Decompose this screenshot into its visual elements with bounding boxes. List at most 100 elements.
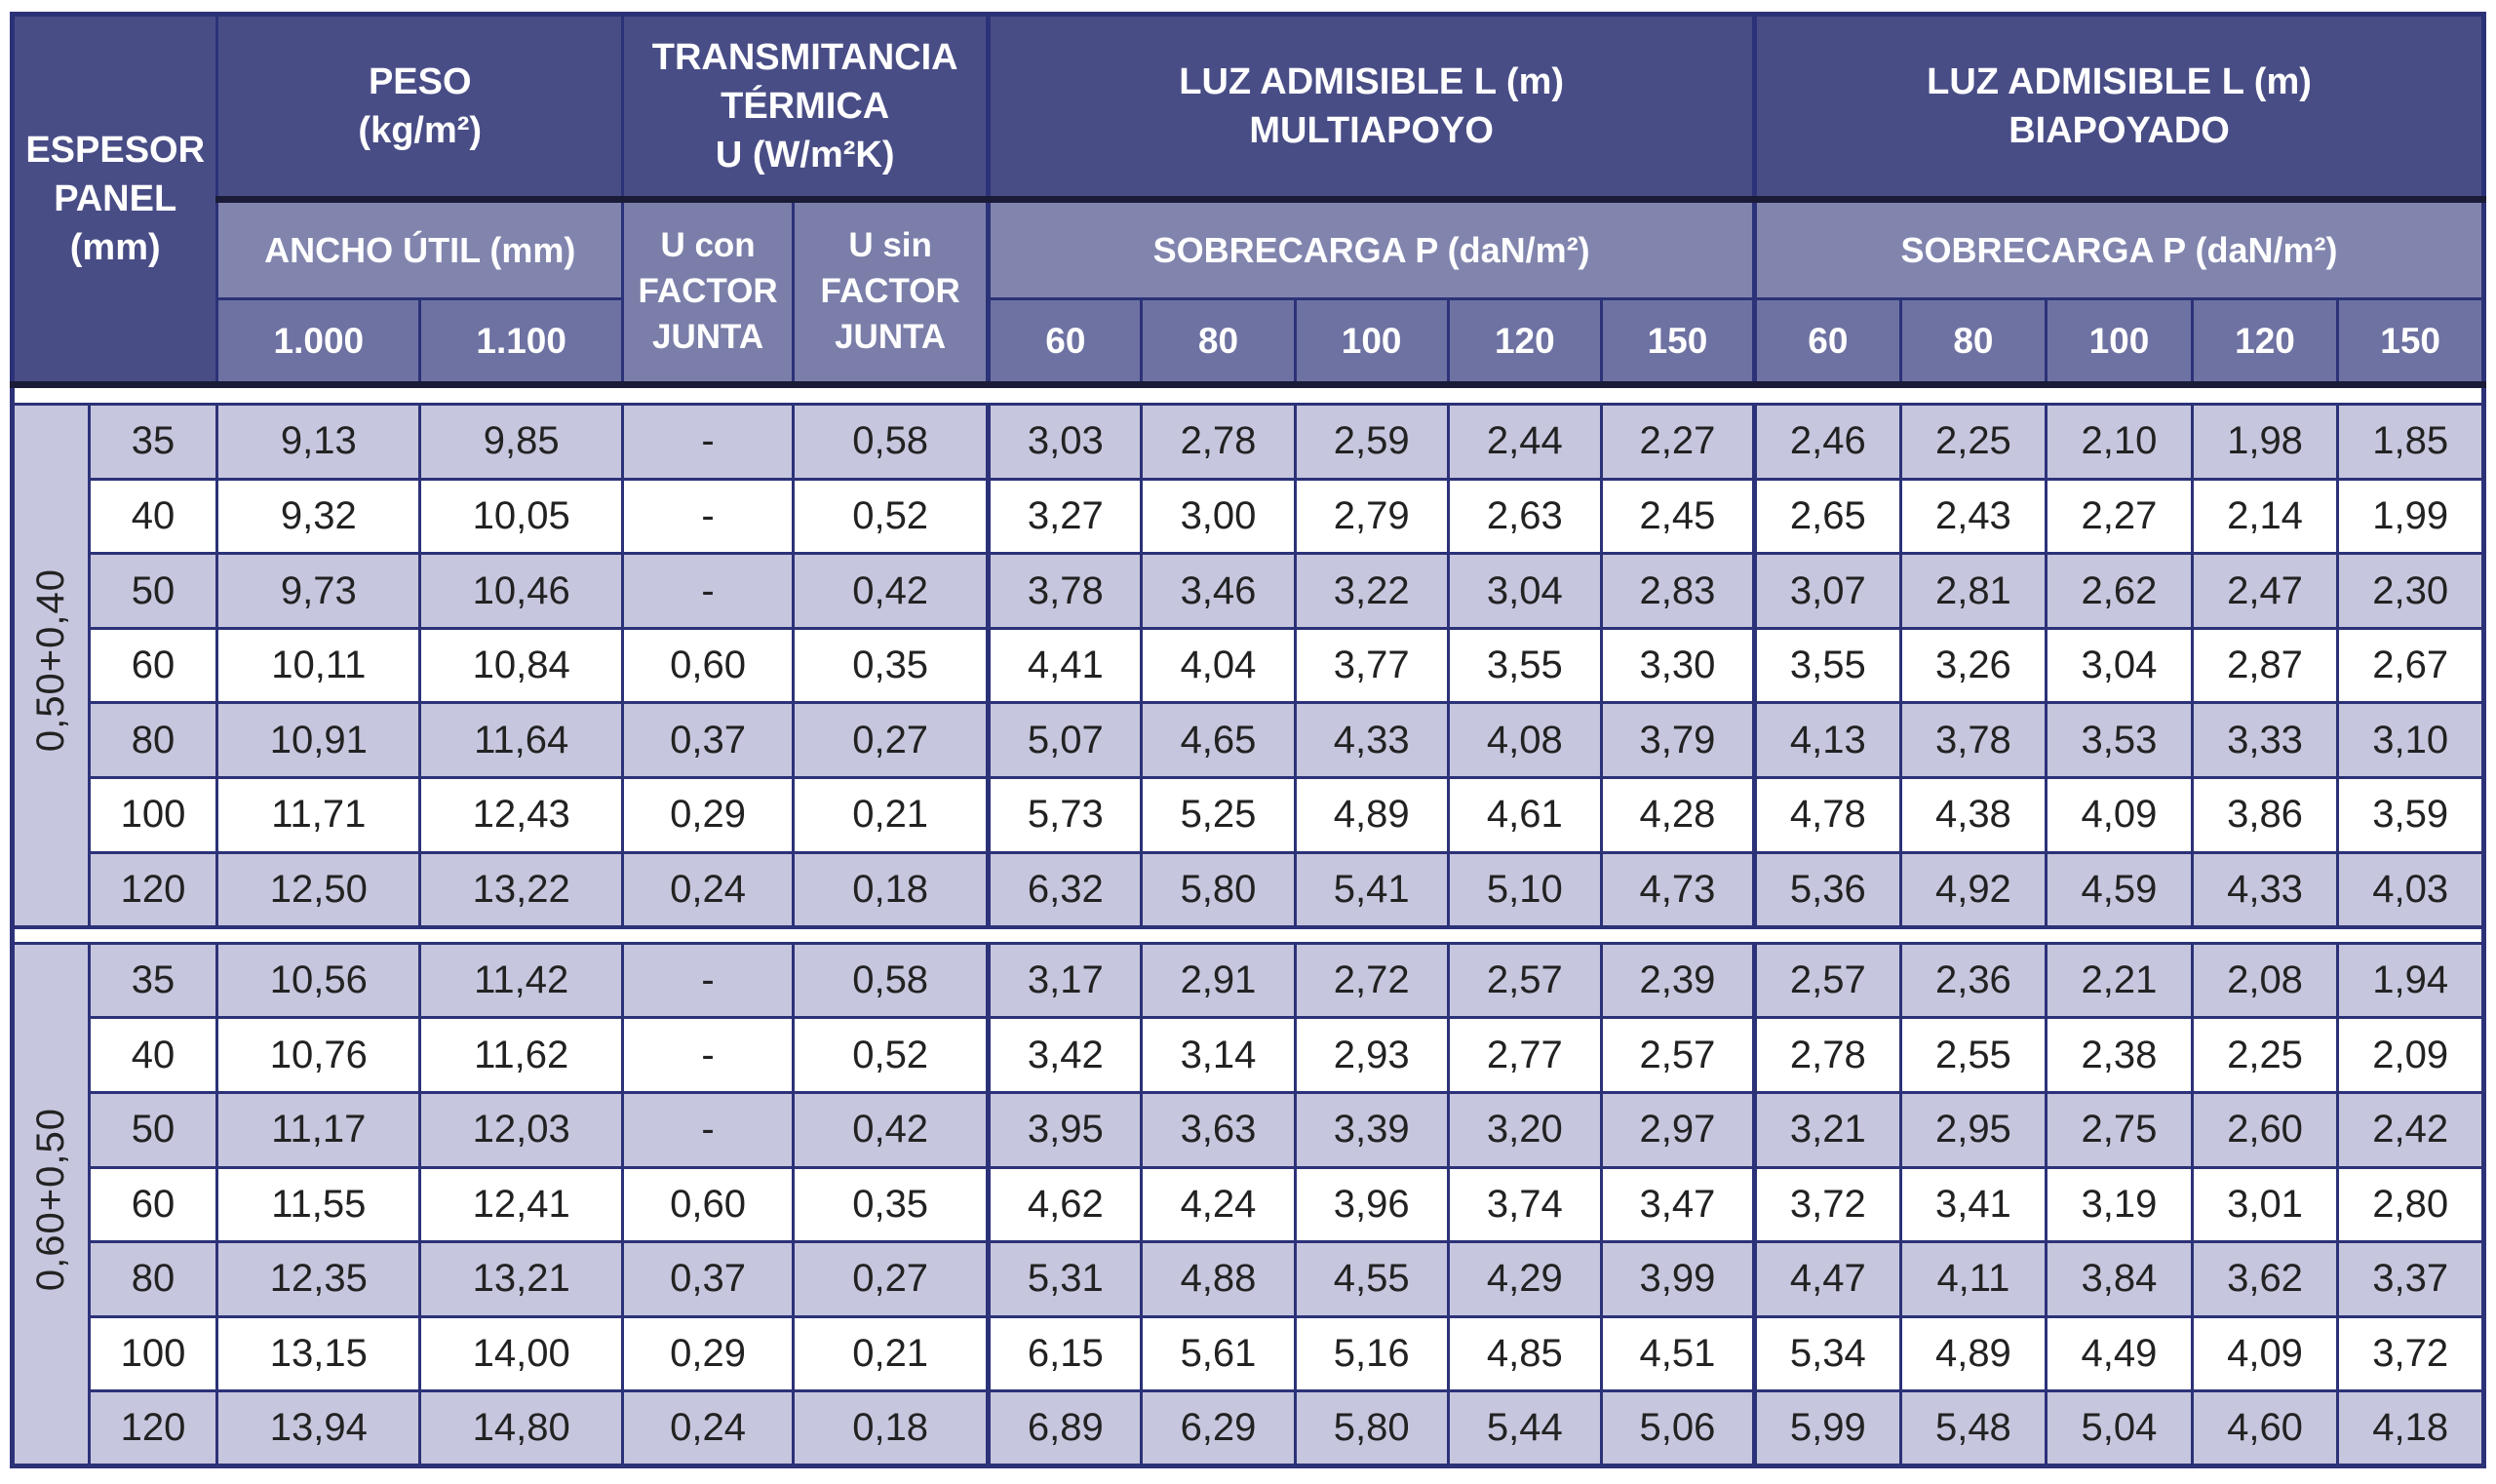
u-con-cell: - [621,1016,796,1094]
bia-120-cell: 4,09 [2190,1314,2340,1393]
peso-1000-cell: 10,76 [215,1016,422,1094]
multi-150-cell: 3,30 [1599,626,1757,705]
bia-150-cell: 3,72 [2336,1314,2485,1393]
multi-120-cell: 3,74 [1446,1165,1603,1244]
col-header-multi-80: 80 [1140,297,1297,386]
peso-1000-cell: 9,13 [215,403,422,481]
bia-120-cell: 3,01 [2190,1165,2340,1244]
header-luz-multiapoyo: LUZ ADMISIBLE L (m) MULTIAPOYO [986,13,1757,203]
bia-150-cell: 2,67 [2336,626,2485,705]
multi-60-cell: 4,62 [986,1165,1144,1244]
bia-60-cell: 4,13 [1752,701,1902,780]
multi-100-cell: 4,55 [1293,1240,1450,1318]
espesor-value-cell: 100 [87,1314,219,1393]
espesor-value-cell: 50 [87,1090,219,1169]
multi-100-cell: 5,41 [1293,850,1450,929]
espesor-value-cell: 60 [87,626,219,705]
multi-100-cell: 3,22 [1293,552,1450,630]
u-con-cell: - [621,552,796,630]
peso-1000-cell: 10,91 [215,701,422,780]
bia-120-cell: 2,25 [2190,1016,2340,1094]
header-transmitancia: TRANSMITANCIA TÉRMICA U (W/m²K) [621,13,991,203]
u-con-cell: 0,37 [621,1240,796,1318]
group-label-text: 0,60+0,50 [28,1107,72,1291]
peso-1100-cell: 12,03 [418,1090,625,1169]
table-row: 50 11,17 12,03-0,42 3,95 3,63 3,39 3,20 2,97 3,2… [13,1090,2485,1169]
col-header-bia-100: 100 [2045,297,2194,386]
multi-120-cell: 3,55 [1446,626,1603,705]
u-con-cell: 0,24 [621,1389,796,1467]
bia-80-cell: 4,92 [1898,850,2048,929]
bia-80-cell: 2,36 [1898,941,2048,1020]
multi-120-cell: 4,08 [1446,701,1603,780]
u-con-cell: - [621,477,796,556]
bia-100-cell: 5,04 [2045,1389,2194,1467]
peso-1000-cell: 11,55 [215,1165,422,1244]
peso-1100-cell: 11,62 [418,1016,625,1094]
multi-80-cell: 3,14 [1140,1016,1297,1094]
col-header-bia-60: 60 [1752,297,1902,386]
multi-150-cell: 2,39 [1599,941,1757,1020]
spec-table-wrapper: ESPESOR PANEL (mm) PESO (kg/m²) TRANSMIT… [10,12,2486,1468]
bia-120-cell: 2,47 [2190,552,2340,630]
multi-120-cell: 3,20 [1446,1090,1603,1169]
table-row: 60 11,55 12,41 0,60 0,35 4,62 4,24 3,96 3,74 3,47… [13,1165,2485,1244]
multi-150-cell: 4,51 [1599,1314,1757,1393]
bia-100-cell: 4,49 [2045,1314,2194,1393]
espesor-value-cell: 35 [87,941,219,1020]
peso-1100-cell: 10,46 [418,552,625,630]
bia-150-cell: 4,18 [2336,1389,2485,1467]
header-peso: PESO (kg/m²) [215,13,625,203]
u-sin-cell: 0,18 [792,850,991,929]
bia-150-cell: 2,42 [2336,1090,2485,1169]
multi-100-cell: 3,96 [1293,1165,1450,1244]
peso-1000-cell: 13,94 [215,1389,422,1467]
multi-150-cell: 2,45 [1599,477,1757,556]
header-body-separator [12,380,2484,407]
bia-120-cell: 4,33 [2190,850,2340,929]
multi-60-cell: 4,41 [986,626,1144,705]
multi-60-cell: 3,17 [986,941,1144,1020]
multi-120-cell: 4,85 [1446,1314,1603,1393]
bia-150-cell: 2,09 [2336,1016,2485,1094]
multi-60-cell: 6,15 [986,1314,1144,1393]
table-row: 120 13,94 14,80 0,24 0,18 6,89 6,29 5,80 5,44 5,0… [13,1389,2485,1467]
table-header: ESPESOR PANEL (mm) PESO (kg/m²) TRANSMIT… [10,13,2485,388]
bia-100-cell: 2,38 [2045,1016,2194,1094]
bia-100-cell: 4,59 [2045,850,2194,929]
bia-60-cell: 5,36 [1752,850,1902,929]
u-con-cell: - [621,403,796,481]
bia-120-cell: 3,33 [2190,701,2340,780]
bia-150-cell: 1,85 [2336,403,2485,481]
espesor-value-cell: 120 [87,1389,219,1467]
header-u-sin-factor-junta: U sin FACTOR JUNTA [792,198,991,386]
bia-80-cell: 3,78 [1898,701,2048,780]
bia-100-cell: 2,62 [2045,552,2194,630]
multi-80-cell: 2,78 [1140,403,1297,481]
multi-80-cell: 3,46 [1140,552,1297,630]
peso-1100-cell: 11,64 [418,701,625,780]
multi-120-cell: 4,29 [1446,1240,1603,1318]
bia-60-cell: 2,65 [1752,477,1902,556]
espesor-value-cell: 100 [87,776,219,854]
col-header-bia-150: 150 [2336,297,2485,386]
multi-60-cell: 6,89 [986,1389,1144,1467]
peso-1000-cell: 12,35 [215,1240,422,1318]
peso-1100-cell: 12,41 [418,1165,625,1244]
peso-1000-cell: 10,56 [215,941,422,1020]
multi-60-cell: 6,32 [986,850,1144,929]
multi-150-cell: 2,83 [1599,552,1757,630]
table-row: 50 9,73 10,46-0,42 3,78 3,46 3,22 3,04 2,83 3,07… [13,552,2485,630]
u-sin-cell: 0,58 [792,941,991,1020]
peso-1100-cell: 14,80 [418,1389,625,1467]
u-sin-cell: 0,42 [792,1090,991,1169]
bia-60-cell: 4,78 [1752,776,1902,854]
table-row: 40 9,32 10,05-0,52 3,27 3,00 2,79 2,63 2,45 2,65… [13,477,2485,556]
header-ancho-util: ANCHO ÚTIL (mm) [215,198,625,300]
header-luz-biapoyado: LUZ ADMISIBLE L (m) BIAPOYADO [1752,13,2485,203]
multi-150-cell: 2,97 [1599,1090,1757,1169]
u-con-cell: - [621,1090,796,1169]
col-header-multi-150: 150 [1599,297,1757,386]
bia-100-cell: 3,04 [2045,626,2194,705]
